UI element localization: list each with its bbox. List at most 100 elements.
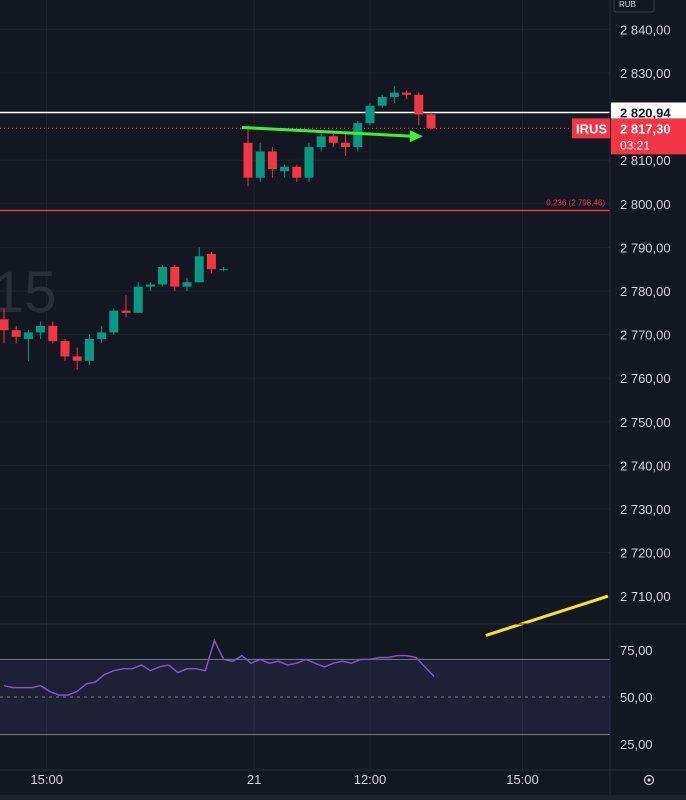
candle-body xyxy=(292,166,302,178)
price-tick-label: 2 750,00 xyxy=(620,415,671,430)
candle[interactable] xyxy=(292,164,302,182)
candle[interactable] xyxy=(84,334,94,366)
gear-ring xyxy=(643,774,655,786)
candle[interactable] xyxy=(121,295,131,318)
candle-body xyxy=(72,356,82,361)
candle-body xyxy=(316,136,326,148)
yellow-trend-line[interactable] xyxy=(485,594,609,637)
current-price-value: 2 817,30 xyxy=(620,121,671,136)
candle[interactable] xyxy=(328,134,338,148)
candle-body xyxy=(158,267,168,285)
candle-body xyxy=(267,151,277,169)
candle[interactable] xyxy=(402,90,412,100)
candle[interactable] xyxy=(219,267,229,272)
candle-body xyxy=(402,92,412,95)
candle[interactable] xyxy=(365,103,375,126)
candle-body xyxy=(377,96,387,106)
settings-gear-icon[interactable] xyxy=(643,774,655,786)
candle[interactable] xyxy=(341,134,351,156)
candle[interactable] xyxy=(243,125,253,187)
candle[interactable] xyxy=(97,325,107,344)
candle-body xyxy=(243,142,253,178)
current-price-tag xyxy=(611,118,686,155)
rsi-tick-label: 25,00 xyxy=(620,737,653,752)
candle-body xyxy=(0,319,9,331)
candle-body xyxy=(84,338,94,361)
candle-body xyxy=(206,253,216,270)
candle[interactable] xyxy=(36,321,46,339)
candle-body xyxy=(280,166,290,172)
rsi-line[interactable] xyxy=(3,638,435,696)
candle[interactable] xyxy=(145,282,155,291)
candle[interactable] xyxy=(206,251,216,274)
candle[interactable] xyxy=(48,321,58,344)
gear-center xyxy=(647,778,651,782)
price-tick-label: 2 730,00 xyxy=(620,502,671,517)
horizontal-line-tag xyxy=(611,102,686,123)
candle[interactable] xyxy=(280,164,290,178)
price-tick-label: 2 840,00 xyxy=(620,22,671,37)
price-tick-label: 2 740,00 xyxy=(620,458,671,473)
candle[interactable] xyxy=(255,142,265,182)
drawing-layer[interactable] xyxy=(241,126,609,637)
candle-body xyxy=(48,325,58,342)
rsi-tick-label: 50,00 xyxy=(620,690,653,705)
candle[interactable] xyxy=(267,147,277,178)
rsi-pane[interactable]: 75,00 50,00 25,00 xyxy=(0,638,653,752)
candle-body xyxy=(11,330,21,337)
level-layer: 0,236 (2 798,46) xyxy=(0,111,610,212)
candle-body xyxy=(60,341,70,357)
candle-body xyxy=(255,151,265,178)
candle-body xyxy=(133,286,143,313)
price-tick-label: 2 790,00 xyxy=(620,240,671,255)
bottom-strip xyxy=(0,795,686,800)
candle-body xyxy=(182,282,192,287)
interval-watermark: 15 xyxy=(0,260,57,325)
candle[interactable] xyxy=(414,92,424,126)
time-tick-label: 12:00 xyxy=(354,772,387,787)
price-tick-label: 2 710,00 xyxy=(620,589,671,604)
candle[interactable] xyxy=(389,86,399,104)
candle[interactable] xyxy=(194,247,204,283)
price-tick-label: 2 810,00 xyxy=(620,153,671,168)
candle[interactable] xyxy=(353,120,363,152)
candle[interactable] xyxy=(170,264,180,291)
candle-body xyxy=(304,147,314,178)
candle[interactable] xyxy=(158,264,168,287)
candle[interactable] xyxy=(182,277,192,291)
candle-body xyxy=(36,325,46,333)
price-tick-label: 2 720,00 xyxy=(620,546,671,561)
candle-body xyxy=(341,142,351,148)
symbol-label: IRUS xyxy=(576,121,607,136)
candle-layer[interactable] xyxy=(0,86,436,370)
candle[interactable] xyxy=(60,338,70,361)
candle[interactable] xyxy=(304,142,314,182)
candle[interactable] xyxy=(11,325,21,344)
green-arrow-line[interactable] xyxy=(241,126,413,138)
price-tick-label: 2 800,00 xyxy=(620,197,671,212)
grid-layer xyxy=(0,0,610,770)
symbol-tag xyxy=(572,118,610,139)
candle-body xyxy=(170,267,180,287)
candle[interactable] xyxy=(109,308,119,335)
candle[interactable] xyxy=(316,134,326,152)
currency-badge: RUB xyxy=(619,0,636,9)
candle[interactable] xyxy=(72,347,82,370)
candle-body xyxy=(365,105,375,124)
candle-body xyxy=(414,94,424,115)
candle-body xyxy=(353,123,363,148)
candle[interactable] xyxy=(0,308,9,344)
candle[interactable] xyxy=(23,330,33,361)
time-tick-label: 15:00 xyxy=(506,772,539,787)
badge-layer: RUB xyxy=(613,0,655,13)
candle[interactable] xyxy=(133,282,143,313)
price-tick-label: 2 780,00 xyxy=(620,284,671,299)
currency-badge-box xyxy=(613,0,655,13)
candle[interactable] xyxy=(426,112,436,130)
price-tick-label: 2 760,00 xyxy=(620,371,671,386)
candle[interactable] xyxy=(377,94,387,108)
candle-body xyxy=(23,332,33,339)
